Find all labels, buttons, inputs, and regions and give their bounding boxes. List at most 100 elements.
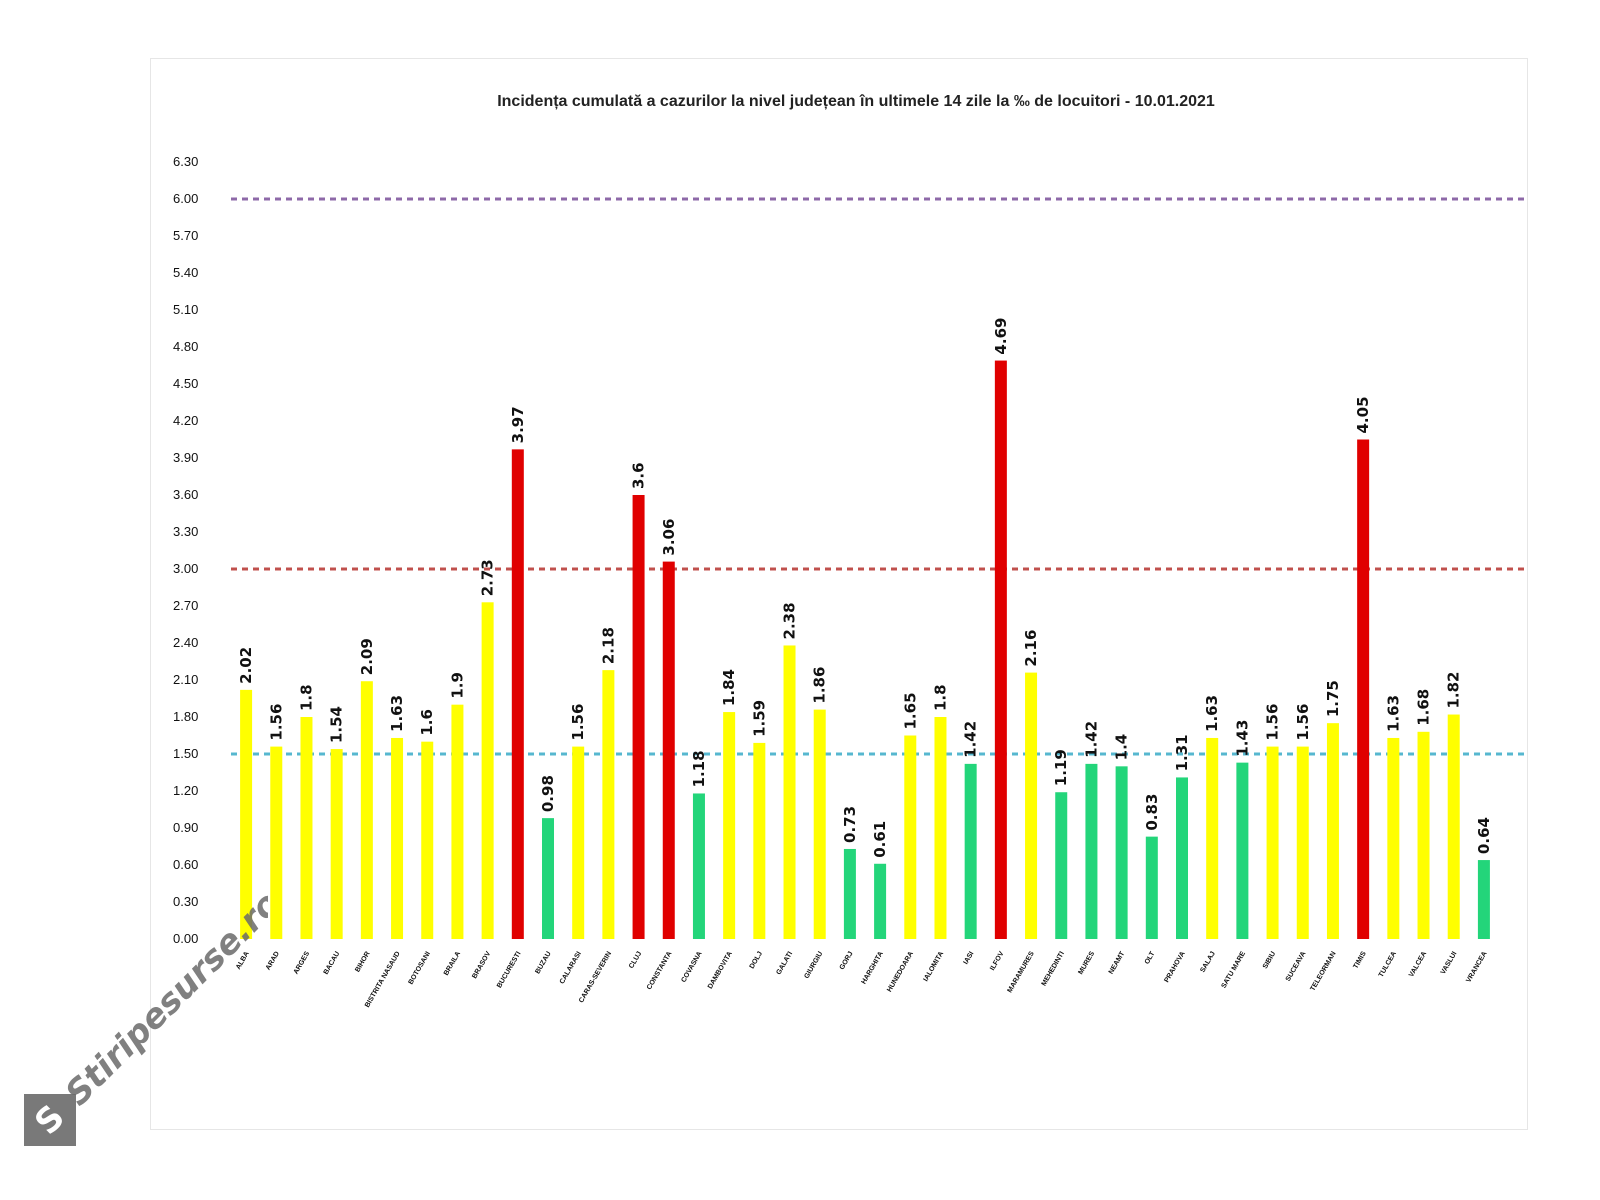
s-logo-icon: S — [24, 1094, 76, 1146]
y-tick-label: 1.50 — [173, 746, 198, 761]
x-tick-label: CARAS-SEVERIN — [578, 951, 613, 1005]
y-tick-label: 0.00 — [173, 931, 198, 946]
y-tick-label: 3.90 — [173, 450, 198, 465]
y-tick-label: 5.70 — [173, 228, 198, 243]
data-label: 1.42 — [1082, 721, 1100, 758]
bar — [662, 561, 675, 939]
threshold-lines — [231, 197, 1529, 756]
bar — [632, 495, 645, 939]
x-tick-label: TULCEA — [1378, 951, 1398, 979]
bars — [240, 360, 1490, 940]
data-label: 1.56 — [1264, 704, 1282, 741]
data-label: 2.18 — [599, 627, 617, 664]
data-label: 1.63 — [388, 695, 406, 732]
x-tick-label: SUCEAVA — [1285, 951, 1308, 983]
y-tick-label: 4.50 — [173, 376, 198, 391]
x-tick-label: BACAU — [323, 951, 342, 976]
bar — [360, 681, 373, 939]
y-tick-label: 4.20 — [173, 413, 198, 428]
data-labels: 2.02 1.56 1.8 1.54 2.09 1.63 1.6 1.9 2.73 3.97 0.9… — [237, 318, 1493, 858]
y-tick-label: 0.60 — [173, 857, 198, 872]
x-tick-label: GIURGIU — [803, 951, 824, 980]
data-label: 1.6 — [418, 709, 436, 736]
y-tick-label: 2.40 — [173, 635, 198, 650]
data-label: 1.75 — [1324, 680, 1342, 717]
x-tick-label: HARGHITA — [861, 951, 885, 986]
bar — [843, 848, 856, 939]
data-label: 1.31 — [1173, 734, 1191, 771]
x-tick-label: SALAJ — [1199, 950, 1217, 973]
bar — [1085, 763, 1098, 939]
y-axis: 0.00 0.30 0.60 0.90 1.20 1.50 1.80 2.10 2.40 2.70… — [173, 154, 198, 946]
x-tick-label: BIHOR — [354, 951, 371, 974]
chart-title: Incidența cumulată a cazurilor la nivel … — [497, 93, 1215, 110]
y-tick-label: 1.20 — [173, 783, 198, 798]
x-tick-label: NEAMT — [1108, 950, 1127, 976]
bar — [1206, 737, 1219, 939]
y-tick-label: 6.30 — [173, 154, 198, 169]
x-tick-label: BISTRITA NASAUD — [364, 951, 402, 1009]
data-label: 3.97 — [509, 406, 527, 443]
data-label: 1.63 — [1203, 695, 1221, 732]
data-label: 1.63 — [1384, 695, 1402, 732]
x-tick-label: BRAILA — [443, 951, 462, 977]
bar — [964, 763, 977, 939]
watermark: S Stiripesurse.ro — [24, 883, 268, 1146]
y-tick-label: 2.70 — [173, 598, 198, 613]
data-label: 0.61 — [871, 821, 889, 858]
data-label: 1.65 — [901, 692, 919, 729]
bar — [391, 737, 404, 939]
y-tick-label: 3.30 — [173, 524, 198, 539]
data-label: 1.82 — [1445, 672, 1463, 709]
bar — [1447, 714, 1460, 939]
x-tick-label: SIBIU — [1262, 951, 1277, 971]
data-label: 2.02 — [237, 647, 255, 684]
bar — [1176, 777, 1188, 939]
bar — [1387, 737, 1400, 939]
bar — [1417, 731, 1430, 939]
x-tick-label: VALCEA — [1408, 951, 1428, 979]
data-label: 1.8 — [297, 684, 315, 711]
data-label: 3.06 — [660, 519, 678, 556]
bar — [602, 670, 615, 939]
bar — [270, 746, 283, 939]
data-label: 4.05 — [1354, 396, 1372, 433]
y-tick-label: 0.90 — [173, 820, 198, 835]
data-label: 1.56 — [267, 704, 285, 741]
data-label: 0.98 — [539, 775, 557, 812]
data-label: 1.59 — [750, 700, 768, 737]
data-label: 1.4 — [1113, 734, 1131, 761]
bar — [753, 742, 766, 939]
data-label: 1.43 — [1233, 720, 1251, 757]
bar — [421, 741, 434, 939]
x-tick-label: CONSTANTA — [646, 951, 674, 992]
x-tick-label: BUCURESTI — [496, 950, 523, 989]
bar-chart: Incidența cumulată a cazurilor la nivel … — [173, 93, 1529, 1009]
x-tick-label: CLUJ — [628, 950, 643, 969]
bar — [1145, 836, 1158, 939]
x-tick-label: BUZAU — [534, 951, 552, 976]
y-tick-label: 2.10 — [173, 672, 198, 687]
x-tick-label: DOLJ — [749, 950, 764, 970]
data-label: 1.68 — [1415, 689, 1433, 726]
data-label: 0.64 — [1475, 817, 1493, 854]
data-label: 2.73 — [479, 559, 497, 596]
data-label: 1.42 — [962, 721, 980, 758]
x-tick-label: VRANCEA — [1465, 951, 1488, 984]
bar — [1357, 439, 1370, 939]
x-tick-label: VASLUI — [1440, 950, 1459, 975]
bar — [240, 689, 253, 939]
bar — [1326, 723, 1339, 939]
y-tick-label: 3.00 — [173, 561, 198, 576]
bar — [451, 704, 464, 939]
data-label: 1.86 — [811, 667, 829, 704]
data-label: 1.8 — [931, 684, 949, 711]
data-label: 1.56 — [1294, 704, 1312, 741]
data-label: 1.9 — [448, 672, 466, 699]
x-tick-label: MARAMURES — [1007, 950, 1036, 994]
bar — [1477, 860, 1490, 939]
x-tick-label: HUNEDOARA — [886, 951, 915, 994]
x-tick-label: MURES — [1077, 950, 1096, 976]
bar — [934, 717, 947, 939]
x-tick-label: CALARASI — [559, 950, 583, 985]
